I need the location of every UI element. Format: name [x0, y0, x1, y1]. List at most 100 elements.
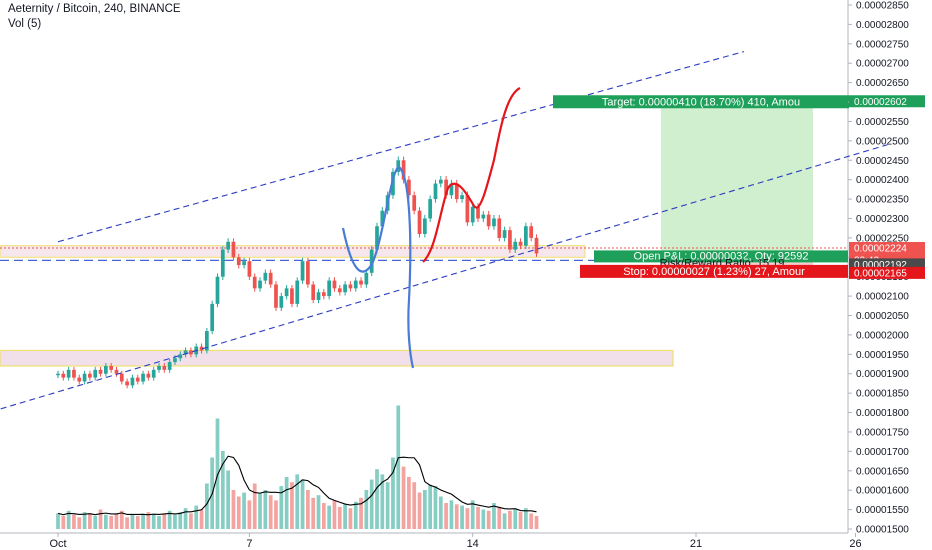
- candle: [364, 272, 369, 285]
- volume-bar: [454, 504, 459, 529]
- volume-bar: [77, 517, 82, 529]
- price-tick-label: 0.00001600: [856, 486, 909, 497]
- candle: [252, 276, 257, 289]
- candle: [220, 249, 225, 277]
- volume-bar: [332, 500, 337, 529]
- volume-bar: [231, 490, 236, 529]
- candle: [306, 261, 310, 285]
- channel-lower-line: [0, 144, 888, 410]
- volume-bar: [321, 503, 326, 529]
- price-tag-box: [849, 95, 925, 108]
- support-zone-upper: [0, 245, 586, 258]
- candle: [486, 214, 491, 227]
- candle: [178, 354, 183, 359]
- volume-bar: [492, 503, 496, 529]
- candle: [125, 381, 129, 386]
- candle: [205, 331, 209, 351]
- date-tick-label: 26: [849, 538, 861, 550]
- volume-bar: [337, 506, 342, 529]
- volume-bar: [353, 501, 358, 529]
- candle: [157, 365, 161, 370]
- candle: [407, 179, 411, 196]
- volume-bar: [189, 513, 193, 529]
- candle: [77, 377, 82, 382]
- price-tick-label: 0.00002250: [856, 233, 909, 244]
- price-tag-label: 0.00002602: [854, 97, 907, 108]
- volume-bar: [524, 508, 528, 529]
- candle: [465, 195, 470, 223]
- price-tick-label: 0.00002700: [856, 59, 909, 70]
- volume-bar: [72, 514, 76, 529]
- candle: [417, 210, 422, 235]
- volume-bar: [438, 496, 443, 529]
- candle: [353, 280, 358, 289]
- volume-bar: [162, 513, 167, 529]
- candle: [189, 350, 193, 355]
- candle: [162, 365, 167, 370]
- price-tick-label: 0.00002050: [856, 311, 909, 322]
- volume-bar: [470, 500, 475, 529]
- price-tick-label: 0.00002400: [856, 175, 909, 186]
- volume-bar: [252, 483, 257, 529]
- price-tick-label: 0.00001500: [856, 525, 909, 536]
- volume-bar: [109, 516, 114, 529]
- candle: [284, 288, 289, 297]
- candle: [529, 226, 534, 238]
- open-pnl-label-box: [594, 250, 848, 263]
- volume-bar: [93, 516, 98, 529]
- volume-bar: [125, 517, 129, 529]
- volume-bar: [486, 510, 491, 529]
- volume-bar: [103, 514, 108, 529]
- volume-bar: [359, 497, 363, 529]
- price-tick-label: 0.00001800: [856, 408, 909, 419]
- volume-bar: [508, 510, 512, 529]
- candle: [109, 365, 114, 370]
- volume-bar: [274, 500, 278, 529]
- volume-bar: [375, 469, 379, 529]
- volume-bar: [226, 470, 230, 529]
- candle: [433, 183, 438, 200]
- candle: [151, 369, 156, 378]
- volume-bar: [444, 503, 448, 529]
- open-pnl-label: Open P&L: 0.00000032, Qty: 92592: [634, 250, 809, 262]
- volume-bar: [183, 508, 188, 529]
- volume-bar: [236, 496, 241, 529]
- candle: [300, 261, 305, 281]
- candle: [98, 369, 103, 374]
- volume-bar: [82, 512, 87, 529]
- volume-bar: [481, 509, 486, 529]
- price-tick-label: 0.00002550: [856, 117, 909, 128]
- candle: [199, 346, 204, 351]
- price-tick-label: 0.00001950: [856, 350, 909, 361]
- candle: [247, 261, 252, 277]
- candle: [226, 241, 230, 250]
- volume-bar: [391, 457, 395, 529]
- volume-bar: [412, 482, 417, 529]
- candle: [236, 257, 241, 266]
- candle: [518, 241, 523, 246]
- candle: [274, 284, 278, 308]
- volume-bar: [513, 509, 518, 529]
- date-tick-label: 21: [690, 538, 702, 550]
- channel-upper-line: [57, 51, 744, 243]
- volume-bar: [199, 509, 204, 529]
- volume-legend: Vol (5): [8, 18, 42, 30]
- candle: [470, 206, 475, 223]
- volume-bar: [258, 492, 262, 529]
- candle: [369, 249, 374, 273]
- volume-bar: [385, 482, 390, 529]
- chart-title: Aeternity / Bitcoin, 240, BINANCE: [8, 3, 181, 15]
- blue-projection-curve: [341, 166, 415, 369]
- volume-bar: [114, 513, 119, 529]
- price-tick-label: 0.00002350: [856, 195, 909, 206]
- volume-bar: [311, 497, 316, 529]
- volume-bar: [428, 484, 433, 529]
- candle: [167, 362, 172, 370]
- candle: [72, 369, 76, 378]
- volume-bar: [364, 490, 369, 529]
- candle: [242, 261, 246, 266]
- volume-bar: [497, 506, 502, 529]
- candle: [327, 280, 332, 297]
- candle: [61, 373, 66, 378]
